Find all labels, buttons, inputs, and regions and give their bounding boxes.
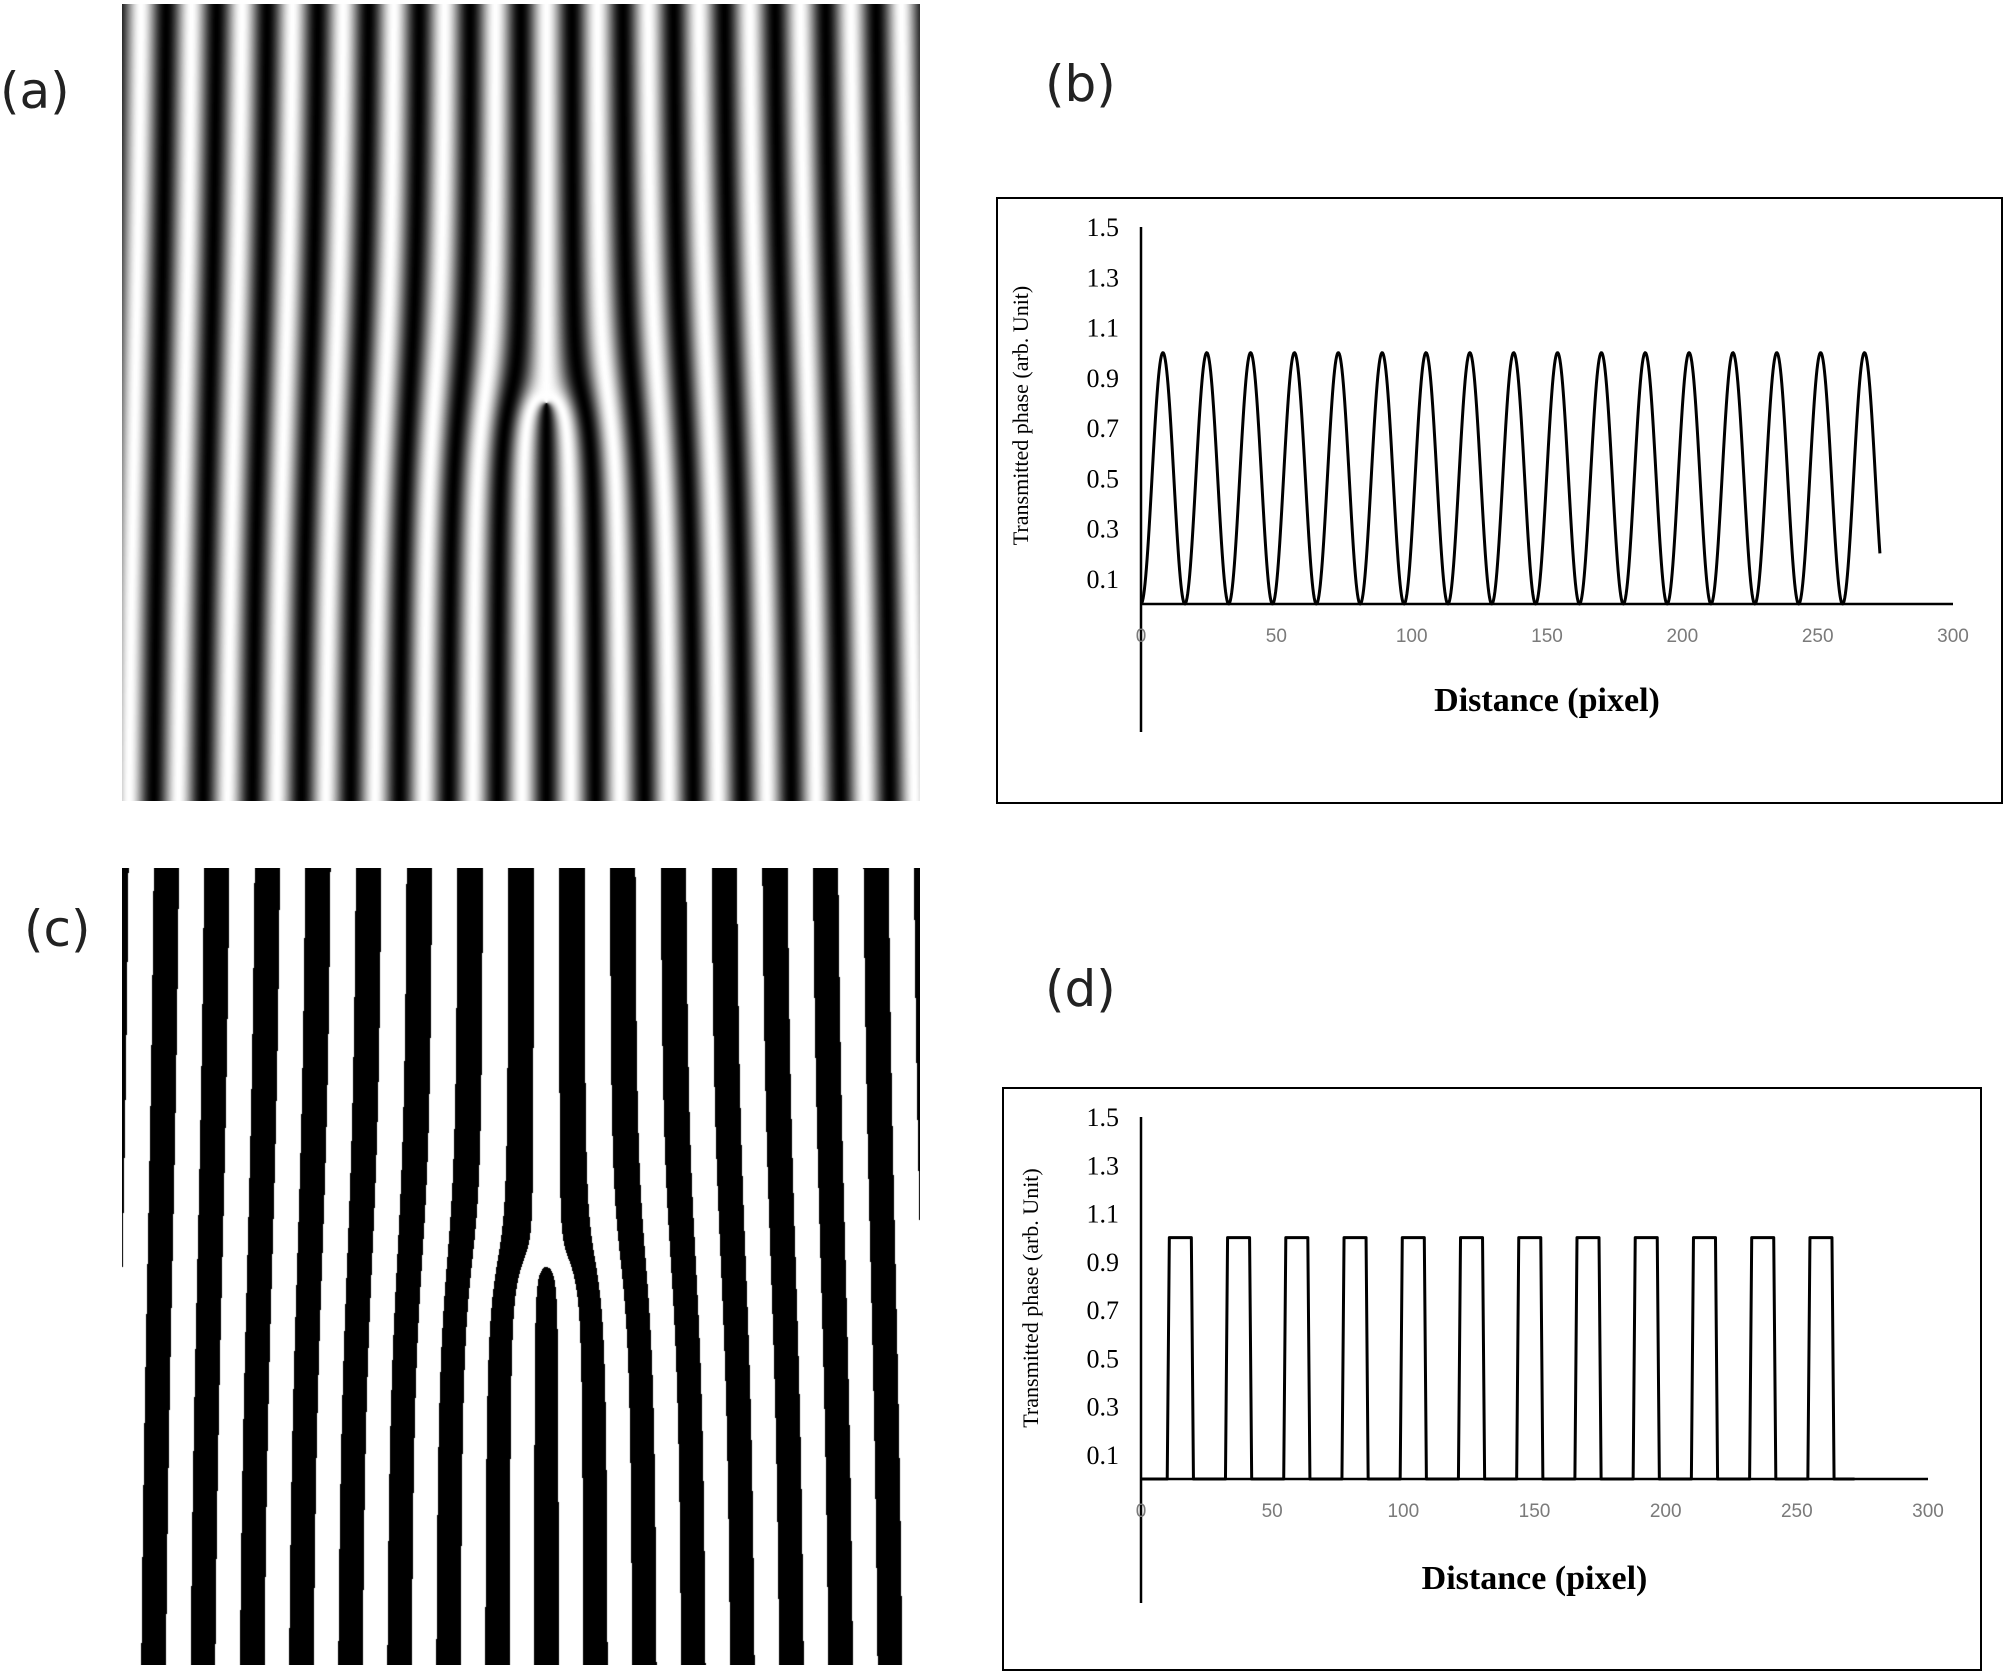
x-axis-label: Distance (pixel) <box>1422 1560 1648 1597</box>
panel-label-d: (d) <box>1045 960 1116 1018</box>
x-tick-label: 150 <box>1531 626 1563 647</box>
fork-grating-gray-image <box>122 4 920 801</box>
y-tick-label: 0.7 <box>1087 1296 1120 1325</box>
panel-label-b: (b) <box>1045 55 1116 113</box>
y-tick-label: 0.5 <box>1087 1344 1120 1373</box>
y-tick-label: 0.3 <box>1087 515 1120 544</box>
x-tick-label: 250 <box>1781 1501 1813 1522</box>
y-tick-label: 0.7 <box>1087 414 1120 443</box>
y-tick-label: 0.1 <box>1087 565 1120 594</box>
x-tick-label: 100 <box>1396 626 1428 647</box>
y-axis-label: Transmitted phase (arb. Unit) <box>1008 286 1033 545</box>
y-tick-label: 1.5 <box>1087 213 1120 242</box>
y-tick-label: 0.9 <box>1087 364 1120 393</box>
y-tick-labels: 0.1 0.3 0.5 0.7 0.9 1.1 1.3 1.5 <box>1087 213 1120 594</box>
x-tick-label: 200 <box>1650 1501 1682 1522</box>
x-tick-label: 0 <box>1136 1501 1147 1522</box>
chart-axes <box>1139 227 1953 732</box>
y-tick-label: 0.3 <box>1087 1393 1120 1422</box>
x-tick-label: 300 <box>1937 626 1969 647</box>
chart-frame <box>996 197 2003 804</box>
x-tick-labels: 0 50 100 150 200 250 300 <box>1136 626 1969 647</box>
y-tick-label: 1.5 <box>1087 1103 1120 1132</box>
x-tick-label: 300 <box>1912 1501 1944 1522</box>
chart-b: 0.1 0.3 0.5 0.7 0.9 1.1 1.3 1.5 0 50 100 150 200 250… <box>996 197 2003 804</box>
chart-d: 0.1 0.3 0.5 0.7 0.9 1.1 1.3 1.5 0 50 100 150 200 250… <box>1002 1087 1982 1671</box>
fork-grating-binary-image <box>122 868 920 1665</box>
x-tick-label: 50 <box>1266 626 1287 647</box>
y-tick-label: 1.3 <box>1087 1151 1120 1180</box>
x-tick-label: 150 <box>1519 1501 1551 1522</box>
y-tick-label: 0.5 <box>1087 464 1120 493</box>
panel-label-c: (c) <box>24 900 91 958</box>
y-tick-label: 0.1 <box>1087 1441 1120 1470</box>
y-tick-labels: 0.1 0.3 0.5 0.7 0.9 1.1 1.3 1.5 <box>1087 1103 1120 1470</box>
series-line <box>1141 1236 1855 1481</box>
series-group <box>1141 1236 1855 1481</box>
x-tick-labels: 0 50 100 150 200 250 300 <box>1136 1501 1944 1522</box>
x-tick-label: 250 <box>1802 626 1834 647</box>
x-tick-label: 200 <box>1666 626 1698 647</box>
y-tick-label: 1.3 <box>1087 263 1120 292</box>
x-tick-label: 0 <box>1136 626 1147 647</box>
y-axis-label: Transmitted phase (arb. Unit) <box>1018 1168 1043 1427</box>
series-group <box>1140 351 1882 606</box>
x-tick-label: 50 <box>1262 1501 1283 1522</box>
y-tick-label: 1.1 <box>1087 314 1120 343</box>
x-tick-label: 100 <box>1387 1501 1419 1522</box>
series-line <box>1140 351 1882 606</box>
chart-frame <box>1002 1087 1982 1671</box>
y-tick-label: 1.1 <box>1087 1200 1120 1229</box>
x-axis-label: Distance (pixel) <box>1434 682 1660 719</box>
y-tick-label: 0.9 <box>1087 1248 1120 1277</box>
panel-label-a: (a) <box>0 62 70 120</box>
